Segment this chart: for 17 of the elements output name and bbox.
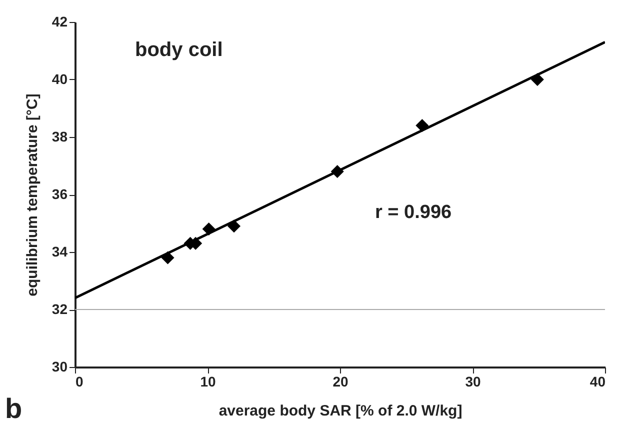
x-tick-label: 30 [465,374,481,390]
y-axis-title: equilibrium temperature [°C] [24,94,41,296]
text: b [5,393,22,422]
y-tick-label: 36 [52,186,68,202]
y-tick-label: 34 [52,244,68,260]
x-tick-label: 10 [200,374,216,390]
y-tick-label: 40 [52,71,68,87]
x-tick-label: 0 [76,374,84,390]
y-tick-label: 30 [52,358,68,374]
y-tick-label: 42 [52,14,68,30]
y-tick-label: 38 [52,128,68,144]
x-tick-label: 40 [590,374,606,390]
x-tick-label: 20 [332,374,348,390]
annotation: body coil [135,39,223,61]
annotation: r = 0.996 [375,202,452,223]
x-axis-title: average body SAR [% of 2.0 W/kg] [218,402,462,420]
y-tick-label: 32 [52,301,68,317]
